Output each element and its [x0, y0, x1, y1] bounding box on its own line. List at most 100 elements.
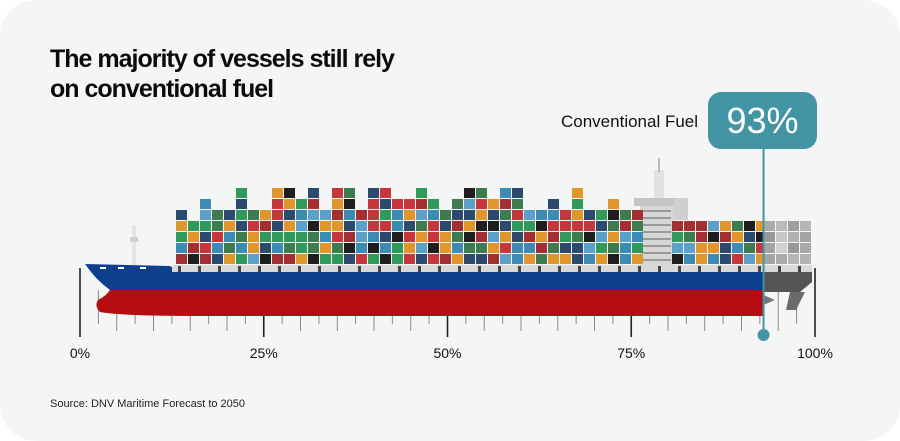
deck-post [658, 266, 661, 272]
deck-post [738, 266, 741, 272]
container [608, 210, 619, 220]
container [356, 254, 367, 264]
container [416, 243, 427, 253]
container [476, 210, 487, 220]
container [584, 254, 595, 264]
container [672, 232, 683, 242]
mast [654, 170, 664, 198]
container [176, 254, 187, 264]
container [176, 232, 187, 242]
container [344, 188, 355, 198]
container [464, 254, 475, 264]
container [428, 243, 439, 253]
container [584, 221, 595, 231]
container [440, 232, 451, 242]
container [464, 232, 475, 242]
container [188, 221, 199, 231]
container [512, 210, 523, 220]
funnel [674, 198, 688, 220]
container [272, 199, 283, 209]
container [236, 221, 247, 231]
container [212, 210, 223, 220]
container [308, 243, 319, 253]
container [332, 221, 343, 231]
container [308, 221, 319, 231]
container [320, 243, 331, 253]
container [200, 232, 211, 242]
container [200, 199, 211, 209]
container [572, 199, 583, 209]
source-note: Source: DNV Maritime Forecast to 2050 [50, 398, 246, 410]
container-gray [776, 221, 787, 231]
container [368, 243, 379, 253]
container [584, 243, 595, 253]
container [344, 199, 355, 209]
deck-rail [172, 265, 812, 272]
rudder [786, 292, 805, 310]
container-gray [788, 232, 799, 242]
container [236, 254, 247, 264]
container [488, 232, 499, 242]
container [416, 254, 427, 264]
container [476, 221, 487, 231]
deck-post [218, 266, 221, 272]
container [188, 232, 199, 242]
container [632, 221, 643, 231]
deck-post [778, 266, 781, 272]
container [212, 243, 223, 253]
container [368, 210, 379, 220]
container [632, 210, 643, 220]
container [756, 221, 767, 231]
container [308, 210, 319, 220]
container [548, 243, 559, 253]
container [224, 243, 235, 253]
container [428, 210, 439, 220]
container [236, 232, 247, 242]
container [512, 199, 523, 209]
container [464, 188, 475, 198]
container [284, 210, 295, 220]
container [344, 210, 355, 220]
container [248, 210, 259, 220]
container [416, 199, 427, 209]
container [476, 243, 487, 253]
container [260, 221, 271, 231]
container [308, 254, 319, 264]
container [632, 243, 643, 253]
container [296, 221, 307, 231]
container [368, 199, 379, 209]
container-gray [788, 243, 799, 253]
container [512, 232, 523, 242]
deck-post [258, 266, 261, 272]
container [236, 199, 247, 209]
container [536, 221, 547, 231]
ship-hull [85, 264, 812, 316]
container [332, 188, 343, 198]
container [560, 221, 571, 231]
callout-label: Conventional Fuel [561, 112, 699, 131]
container [572, 243, 583, 253]
container [464, 210, 475, 220]
deck-post [598, 266, 601, 272]
container [332, 210, 343, 220]
container [392, 210, 403, 220]
container [176, 221, 187, 231]
container [560, 243, 571, 253]
container [224, 221, 235, 231]
chart-title: The majority of vessels still rely on co… [50, 45, 395, 103]
container [464, 199, 475, 209]
container [308, 232, 319, 242]
container [708, 254, 719, 264]
bridge-superstructure [130, 158, 688, 265]
bridge-window-row [643, 252, 671, 254]
bow-mast-light [130, 237, 138, 242]
container [488, 210, 499, 220]
container [732, 243, 743, 253]
container [332, 199, 343, 209]
deck-post [338, 266, 341, 272]
container-ship-illustration [85, 158, 812, 316]
container [260, 243, 271, 253]
container [260, 254, 271, 264]
container [320, 221, 331, 231]
container [380, 210, 391, 220]
